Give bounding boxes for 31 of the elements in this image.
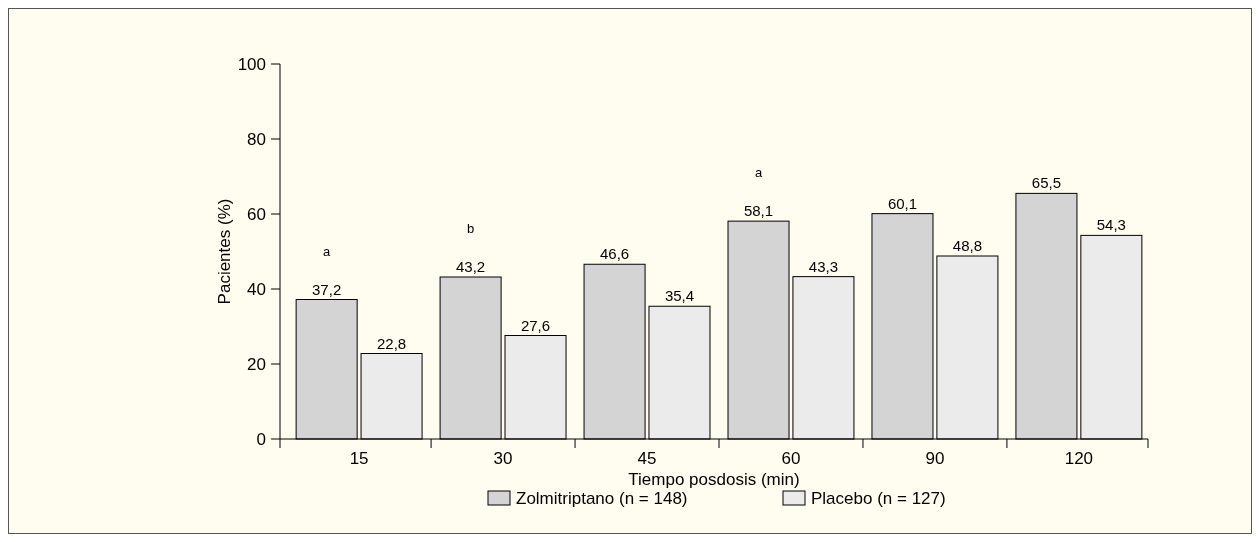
- y-axis-title: Pacientes (%): [215, 198, 234, 305]
- x-tick-label: 60: [781, 449, 801, 468]
- annotation: a: [323, 243, 332, 259]
- x-tick-label: 30: [493, 449, 513, 468]
- y-tick-label: 80: [247, 130, 266, 149]
- x-tick-label: 120: [1064, 449, 1094, 468]
- y-tick-label: 40: [247, 280, 266, 299]
- data-label: 27,6: [520, 316, 551, 334]
- y-tick-label: 100: [237, 55, 266, 74]
- legend-label: Zolmitriptano (n = 148): [516, 489, 688, 508]
- data-label: 43,3: [808, 257, 839, 275]
- data-label: 48,8: [952, 237, 982, 254]
- data-label: 60,1: [887, 194, 918, 212]
- data-label: 37,2: [312, 280, 342, 298]
- y-tick-label: 20: [247, 355, 266, 374]
- data-label: 65,5: [1031, 174, 1062, 192]
- x-tick-label: 45: [637, 449, 657, 468]
- y-tick-label: 60: [247, 205, 266, 224]
- x-tick-label: 15: [349, 449, 369, 468]
- data-label: 22,8: [376, 334, 407, 352]
- data-label: 46,6: [599, 245, 630, 263]
- legend-label: Placebo (n = 127): [811, 489, 946, 508]
- y-tick-label: 0: [256, 430, 266, 449]
- x-tick-label: 90: [925, 449, 945, 468]
- x-axis-title: Tiempo posdosis (min): [628, 470, 800, 489]
- data-label: 58,1: [743, 202, 774, 220]
- data-label: 54,3: [1096, 216, 1126, 234]
- annotation: a: [754, 165, 763, 181]
- annotation: b: [466, 221, 475, 236]
- data-label: 35,4: [664, 287, 695, 305]
- data-label: 43,2: [456, 258, 486, 275]
